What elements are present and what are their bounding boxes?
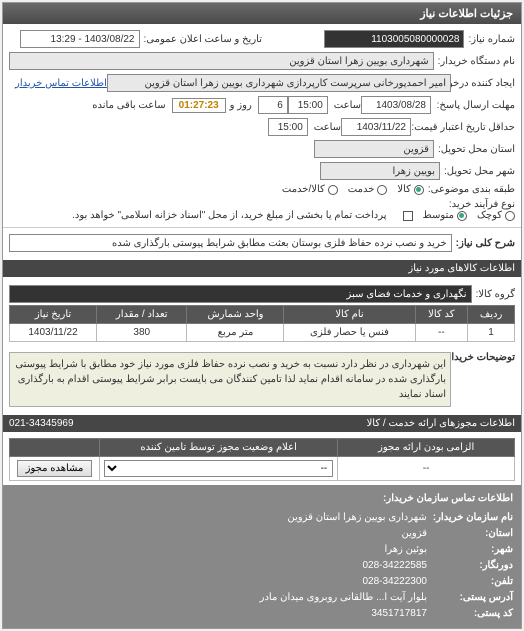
time-label-2: ساعت (314, 122, 341, 133)
buyer-notes-label: توضیحات خریدار: (455, 352, 515, 363)
announce-value: 1403/08/22 - 13:29 (20, 30, 140, 48)
deadline-label: مهلت ارسال پاسخ: (435, 100, 515, 111)
purchase-type-group: کوچک متوسط پرداخت تمام یا بخشی از مبلغ خ… (68, 210, 515, 221)
col-name: نام کالا (284, 306, 415, 324)
contact-postal-label: آدرس پستی: (433, 590, 513, 606)
pt-note: پرداخت تمام یا بخشی از مبلغ خرید، از محل… (72, 210, 386, 221)
city-value: بویین زهرا (320, 162, 440, 180)
cell-code: -- (415, 324, 468, 342)
cat-goods-service-option[interactable]: کالا/خدمت (282, 184, 338, 195)
pt-medium-option[interactable]: متوسط (423, 210, 467, 221)
permit-status-cell: -- (100, 457, 338, 481)
permits-table: الزامی بودن ارائه مجوز اعلام وضعیت مجوز … (9, 438, 515, 481)
cat-service-label: خدمت (348, 184, 375, 195)
contact-phone: 028-34222300 (362, 574, 427, 590)
contact-province-label: استان: (433, 526, 513, 542)
col-code: کد کالا (415, 306, 468, 324)
pt-small-option[interactable]: کوچک (477, 210, 515, 221)
contact-org: شهرداری بویین زهرا استان قزوین (287, 510, 426, 526)
contact-org-label: نام سازمان خریدار: (433, 510, 513, 526)
radio-icon (377, 185, 387, 195)
radio-icon (414, 185, 424, 195)
group-value: نگهداری و خدمات فضای سبز (9, 285, 472, 303)
panel-title: جزئیات اطلاعات نیاز (3, 3, 521, 24)
validity-label: حداقل تاریخ اعتبار قیمت: تا تاریخ: (415, 122, 515, 133)
cell-row: 1 (468, 324, 515, 342)
contact-fax-label: دورنگار: (433, 558, 513, 574)
deadline-date: 1403/08/28 (361, 96, 431, 114)
radio-icon (505, 211, 515, 221)
province-value: قزوین (314, 140, 434, 158)
contact-province: قزوین (401, 526, 427, 542)
permits-phone: 021-34345969 (9, 418, 74, 429)
time-label-1: ساعت (334, 100, 361, 111)
permits-header: اطلاعات مجوزهای ارائه خدمت / کالا (367, 418, 515, 429)
view-permit-button[interactable]: مشاهده مجوز (17, 460, 93, 477)
city-label: شهر محل تحویل: (444, 166, 515, 177)
col-qty: تعداد / مقدار (96, 306, 187, 324)
items-header: اطلاعات کالاهای مورد نیاز (3, 260, 521, 277)
cell-name: فنس یا حصار فلزی (284, 324, 415, 342)
cat-goods-service-label: کالا/خدمت (282, 184, 325, 195)
contact-fax: 028-34222585 (362, 558, 427, 574)
cell-date: 1403/11/22 (10, 324, 97, 342)
group-label: گروه کالا: (476, 289, 515, 300)
cat-service-option[interactable]: خدمت (348, 184, 388, 195)
cat-goods-option[interactable]: کالا (397, 184, 424, 195)
cell-qty: 380 (96, 324, 187, 342)
category-label: طبقه بندی موضوعی: (428, 184, 515, 195)
permit-required-cell: -- (338, 457, 515, 481)
permit-col1: الزامی بودن ارائه مجوز (338, 439, 515, 457)
table-header-row: ردیف کد کالا نام کالا واحد شمارش تعداد /… (10, 306, 515, 324)
contact-block: اطلاعات تماس سازمان خریدار: نام سازمان خ… (3, 485, 521, 628)
buyer-notes-text: این شهرداری در نظر دارد نسبت به خرید و ن… (9, 352, 451, 407)
contact-zip: 3451717817 (371, 606, 427, 622)
cat-goods-label: کالا (397, 184, 411, 195)
need-title-text: خرید و نصب نرده حفاظ فلزی بوستان بعثت مط… (9, 234, 452, 252)
category-radio-group: کالا خدمت کالا/خدمت (282, 184, 424, 195)
need-title-label: شرح کلی نیاز: (456, 238, 515, 249)
days-label: روز و (230, 100, 252, 111)
requester-org-value: شهرداری بویین زهرا استان قزوین (9, 52, 434, 70)
validity-time: 15:00 (268, 118, 308, 136)
treasury-checkbox[interactable] (403, 211, 413, 221)
requester-org-label: نام دستگاه خریدار: (438, 56, 515, 67)
radio-icon (328, 185, 338, 195)
contact-postal: بلوار آیت ا... طالقانی روبروی میدان مادر (260, 590, 427, 606)
contact-header: اطلاعات تماس سازمان خریدار: (11, 491, 513, 507)
permit-col2: اعلام وضعیت مجوز توسط تامین کننده (100, 439, 338, 457)
province-label: استان محل تحویل: (438, 144, 515, 155)
permits-header-bar: اطلاعات مجوزهای ارائه خدمت / کالا 021-34… (3, 415, 521, 432)
remaining-label: ساعت باقی مانده (92, 100, 165, 111)
creator-value: امیر احمدپورخانی سرپرست کارپردازی شهردار… (107, 74, 451, 92)
contact-phone-label: تلفن: (433, 574, 513, 590)
contact-city-label: شهر: (433, 542, 513, 558)
validity-date: 1403/11/22 (341, 118, 411, 136)
need-number-label: شماره نیاز: (468, 34, 515, 45)
pt-medium-label: متوسط (423, 210, 454, 221)
permit-row: -- -- مشاهده مجوز (10, 457, 515, 481)
contact-zip-label: کد پستی: (433, 606, 513, 622)
permit-status-select[interactable]: -- (104, 460, 333, 477)
creator-label: ایجاد کننده درخواست: (455, 78, 515, 89)
table-row: 1 -- فنس یا حصار فلزی متر مربع 380 1403/… (10, 324, 515, 342)
days-value: 6 (258, 96, 288, 114)
cell-unit: متر مربع (187, 324, 284, 342)
main-panel: جزئیات اطلاعات نیاز شماره نیاز: 11030050… (2, 2, 522, 629)
contact-city: بوئین زهرا (384, 542, 427, 558)
items-table: ردیف کد کالا نام کالا واحد شمارش تعداد /… (9, 305, 515, 342)
col-date: تاریخ نیاز (10, 306, 97, 324)
pt-small-label: کوچک (477, 210, 502, 221)
radio-icon (457, 211, 467, 221)
info-section: شماره نیاز: 1103005080000028 تاریخ و ساع… (3, 24, 521, 227)
col-unit: واحد شمارش (187, 306, 284, 324)
need-number-value: 1103005080000028 (324, 30, 464, 48)
deadline-time: 15:00 (288, 96, 328, 114)
remaining-time: 01:27:23 (172, 98, 226, 113)
col-row: ردیف (468, 306, 515, 324)
contact-link[interactable]: اطلاعات تماس خریدار (15, 78, 107, 89)
purchase-type-label: نوع فرآیند خرید: (449, 199, 515, 210)
announce-label: تاریخ و ساعت اعلان عمومی: (144, 34, 263, 45)
